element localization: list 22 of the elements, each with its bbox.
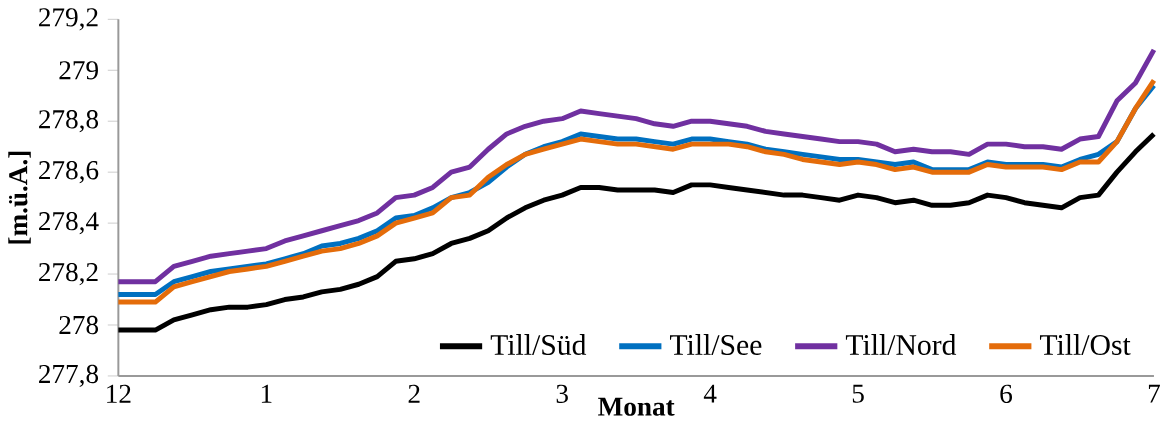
x-tick-label: 6 [1000,384,1013,403]
legend-label: Till/Süd [490,334,587,355]
y-tick-label: 279,2 [39,8,98,31]
legend-label: Till/Ost [1039,334,1131,355]
y-axis-title: [m.ü.A.] [8,151,31,244]
y-tick-label: 278,6 [39,161,99,184]
y-tick-label: 277,8 [39,364,99,388]
y-tick-label: 278 [59,315,99,335]
y-tick-label: 279 [59,61,98,80]
y-tick-label: 278,4 [39,211,99,235]
x-tick-label: 12 [107,384,131,403]
legend-label: Till/Nord [845,334,957,355]
x-tick-label: 7 [1148,384,1160,403]
legend-label: Till/See [670,334,762,355]
y-tick-label: 278,2 [39,262,98,286]
x-tick-label: 2 [408,384,420,403]
y-tick-label: 278,8 [39,110,99,133]
x-axis-title: Monat [598,397,675,416]
x-tick-label: 4 [703,384,717,403]
x-tick-label: 1 [261,384,272,403]
x-tick-label: 3 [556,384,568,403]
x-tick-label: 5 [852,384,864,403]
